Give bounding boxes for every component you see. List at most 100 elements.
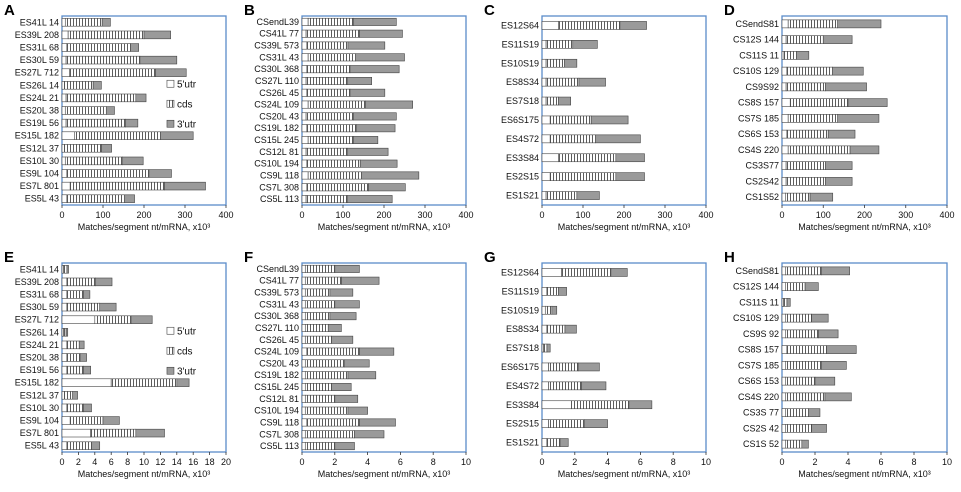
bar-utr5	[301, 136, 309, 144]
x-tick-label: 2	[76, 457, 81, 467]
bar-utr3	[837, 114, 880, 123]
category-label: CSendS81	[735, 266, 779, 276]
bar-utr3	[359, 347, 395, 356]
bar-cds	[785, 329, 819, 339]
category-label: CS12S 144	[733, 35, 779, 45]
category-label: CS15L 245	[254, 382, 299, 392]
category-label: ES4S72	[506, 381, 539, 391]
bar-cds	[305, 112, 354, 121]
bar-utr3	[92, 81, 102, 90]
bar-utr5	[301, 430, 306, 439]
bar-utr5	[61, 181, 71, 191]
category-label: CS7S 185	[738, 360, 779, 370]
category-label: CS11S 11	[739, 50, 779, 60]
bar-cds	[304, 383, 332, 391]
bar-utr5	[301, 312, 306, 321]
bar-cds	[304, 406, 349, 415]
category-label: CS6S 153	[738, 376, 779, 386]
category-label: CSendL39	[256, 264, 299, 274]
bar-utr5	[301, 418, 308, 427]
bar-utr3	[564, 324, 577, 334]
bar-cds	[66, 365, 84, 375]
bar-utr5	[301, 29, 307, 38]
bar-cds	[785, 177, 826, 186]
bar-cds	[306, 347, 360, 356]
bar-cds	[306, 124, 357, 133]
bar-utr5	[61, 169, 68, 178]
bar-cds	[558, 21, 621, 30]
bar-utr3	[355, 124, 396, 133]
bar-cds	[305, 77, 348, 85]
bar-utr5	[541, 153, 559, 163]
bar-utr5	[541, 21, 559, 30]
bar-cds	[66, 169, 150, 178]
category-label: ES6S175	[501, 115, 539, 125]
category-label: ES20L 38	[20, 106, 59, 116]
category-label: ES1S21	[506, 438, 539, 448]
x-tick-label: 0	[59, 457, 64, 467]
bar-utr5	[61, 43, 68, 52]
bar-cds	[304, 430, 355, 439]
x-tick-label: 200	[376, 210, 391, 220]
x-tick-label: 400	[458, 210, 473, 220]
bar-utr3	[359, 29, 403, 38]
bar-utr3	[344, 359, 370, 368]
bar-utr5	[541, 191, 547, 200]
bar-utr5	[301, 264, 306, 273]
category-label: CS27L 110	[255, 323, 299, 333]
category-label: ES12L 37	[20, 143, 59, 153]
bar-cds	[304, 335, 332, 344]
bar-utr3	[101, 144, 112, 153]
bar-utr5	[301, 112, 307, 121]
category-label: CS3S 77	[743, 408, 779, 418]
bar-cds	[94, 315, 133, 324]
bar-cds	[90, 428, 137, 438]
bar-cds	[545, 77, 580, 87]
bar-utr5	[61, 81, 65, 90]
category-label: CS15L 245	[254, 135, 299, 145]
bar-utr3	[811, 313, 829, 323]
panel-label: C	[484, 2, 495, 19]
x-tick-label: 6	[878, 457, 883, 467]
plot-frame	[781, 262, 948, 453]
bar-utr3	[368, 183, 406, 192]
bar-utr5	[61, 131, 75, 140]
bar-utr5	[301, 159, 308, 168]
bar-utr3	[352, 112, 397, 121]
bar-utr5	[781, 345, 788, 354]
bar-cds	[64, 144, 102, 153]
bar-utr3	[79, 353, 87, 362]
x-tick-label: 8	[911, 457, 916, 467]
bar-utr3	[176, 378, 190, 387]
category-label: ES7S18	[506, 96, 539, 106]
bar-utr3	[99, 302, 117, 312]
legend-swatch-2	[166, 366, 175, 375]
bar-utr3	[824, 392, 852, 402]
x-tick-label: 2	[332, 457, 337, 467]
category-label: CS12L 81	[259, 147, 299, 157]
bar-utr3	[346, 147, 389, 156]
bar-utr3	[352, 17, 397, 26]
bar-utr3	[849, 145, 880, 155]
legend-label: 5'utr	[177, 79, 197, 90]
category-label: ES7L 801	[20, 181, 59, 191]
legend: 5'utr cds 3'utr	[166, 326, 197, 377]
category-label: CS10S 129	[733, 66, 779, 76]
bar-cds	[549, 172, 617, 181]
x-tick-label: 200	[857, 210, 872, 220]
bar-utr5	[541, 96, 547, 106]
bar-cds	[549, 134, 596, 144]
bar-utr3	[102, 416, 120, 425]
bar-cds	[307, 53, 356, 62]
bar-utr5	[301, 171, 309, 180]
bar-utr5	[61, 118, 67, 128]
bar-cds	[549, 115, 592, 125]
category-label: CS5L 113	[260, 194, 299, 204]
bar-utr3	[347, 371, 377, 380]
bar-cds	[64, 106, 107, 115]
plot-frame	[781, 15, 948, 206]
bar-utr3	[809, 192, 834, 202]
bar-cds	[304, 312, 331, 321]
legend-swatch-1	[166, 346, 175, 355]
bar-utr3	[329, 288, 354, 297]
